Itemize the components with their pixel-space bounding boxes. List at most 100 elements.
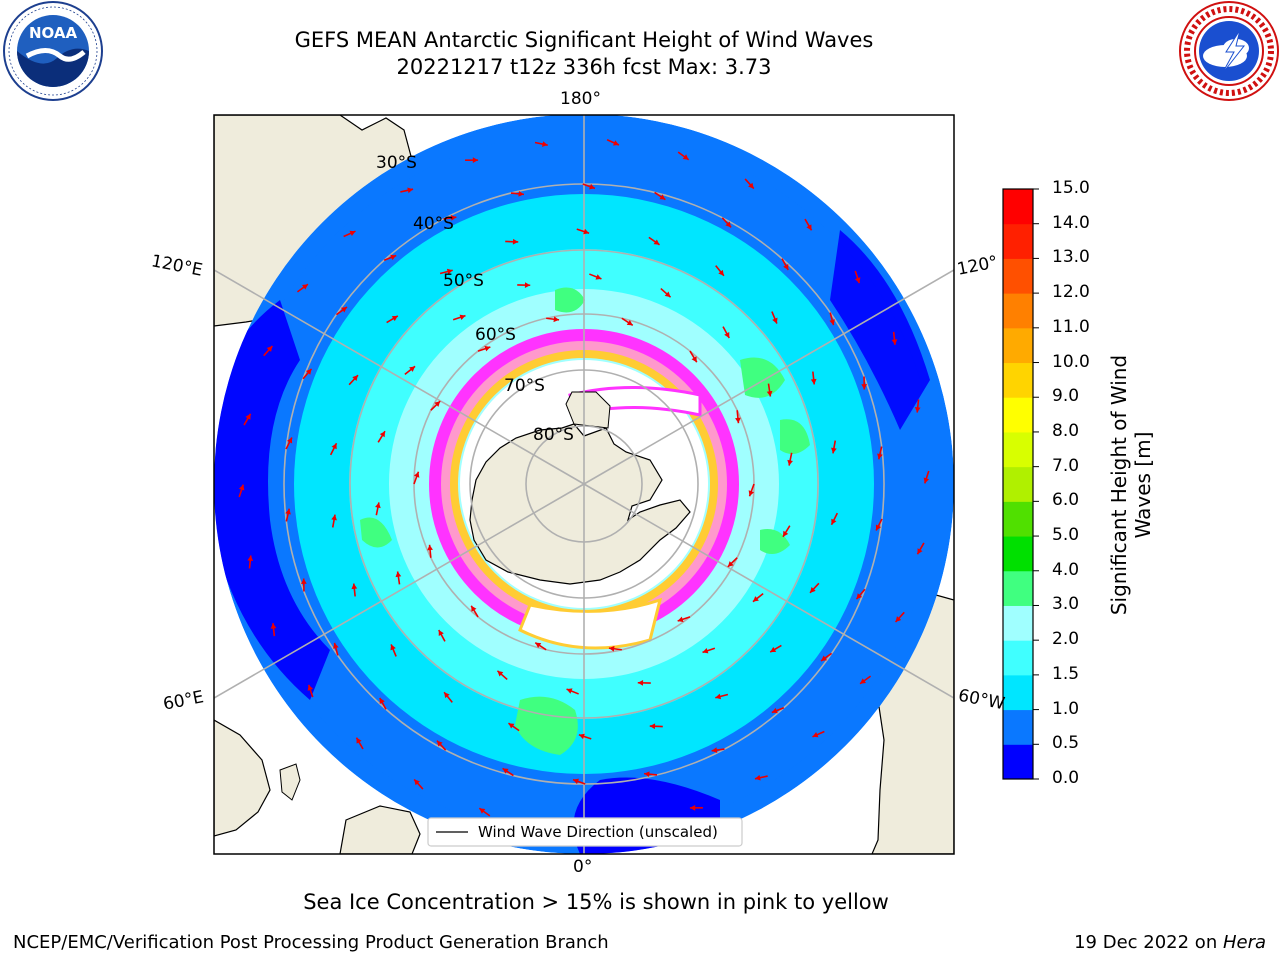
- wind-wave-arrow-head: [238, 484, 245, 491]
- wind-wave-arrow-head: [390, 254, 397, 261]
- wind-wave-arrow-head: [409, 366, 416, 372]
- wind-wave-arrow-head: [664, 291, 671, 298]
- colorbar-segment: [1003, 223, 1033, 259]
- wind-wave-arrow-head: [356, 737, 362, 744]
- wind-wave-arrow-head: [711, 747, 718, 753]
- footer-branch: NCEP/EMC/Verification Post Processing Pr…: [13, 932, 609, 953]
- lon-label-top: 180°: [560, 89, 601, 109]
- noaa-logo: NOAA: [3, 1, 103, 101]
- wind-wave-arrow-head: [300, 578, 307, 584]
- wind-wave-arrow-head: [270, 623, 277, 629]
- wind-wave-arrow-head: [333, 642, 339, 649]
- colorbar-segment: [1003, 293, 1033, 329]
- wind-wave-arrow-head: [895, 616, 902, 623]
- wind-wave-arrow-head: [612, 140, 619, 146]
- wind-wave-arrow-head: [573, 778, 579, 785]
- wind-wave-arrow-head: [766, 390, 773, 397]
- wind-wave-arrow-head: [724, 332, 730, 339]
- wind-wave-arrow-head: [653, 239, 660, 245]
- wind-wave-arrow-head: [725, 221, 732, 228]
- weddell-sea-ice: [518, 597, 663, 650]
- colorbar-tick-label: 1.0: [1052, 698, 1080, 719]
- colorbar-tick-label: 0.0: [1052, 768, 1080, 788]
- wind-wave-arrow-head: [305, 368, 312, 375]
- wind-wave-arrow-head: [446, 268, 453, 275]
- colorbar-segment: [1003, 709, 1033, 745]
- wind-wave-arrow-head: [450, 215, 457, 221]
- colorbar-title-line1: Significant Height of Wind: [1107, 354, 1131, 616]
- green-wave-patch-6: [760, 529, 790, 554]
- colorbar-segment: [1003, 640, 1033, 676]
- wind-wave-arrow-head: [512, 238, 519, 245]
- wind-wave-arrow-head: [307, 684, 314, 691]
- colorbar-tick-label: 0.5: [1052, 733, 1080, 754]
- wind-wave-arrow-head: [524, 282, 531, 288]
- colorbar: [1002, 188, 1039, 780]
- colorbar-tick-label: 9.0: [1052, 386, 1080, 407]
- lat-label-70s: 70°S: [504, 376, 545, 396]
- wind-wave-arrow-head: [484, 345, 491, 352]
- deep-blue-region-west: [214, 300, 330, 700]
- wind-wave-arrow-head: [608, 645, 615, 652]
- green-wave-patch-4: [555, 287, 585, 313]
- wind-wave-arrow-head: [434, 401, 441, 407]
- lat-label-30s: 30°S: [376, 153, 417, 173]
- wind-wave-arrow-head: [436, 740, 443, 747]
- wind-wave-arrow-head: [861, 384, 868, 390]
- wind-wave-arrow-head: [875, 524, 882, 531]
- wind-wave-arrow-head: [891, 339, 898, 345]
- wind-wave-arrow-head: [395, 571, 402, 578]
- wind-wave-arrow-head: [783, 530, 789, 537]
- colorbar-tick-label: 4.0: [1052, 559, 1080, 580]
- sea-ice-note-text: Sea Ice Concentration > 15% is shown in …: [303, 890, 889, 914]
- wind-wave-arrow-head: [702, 647, 709, 654]
- colorbar-tick-label: 1.5: [1052, 663, 1080, 684]
- lat-label-50s: 50°S: [443, 271, 484, 291]
- wind-wave-arrow-head: [331, 443, 337, 450]
- wind-wave-arrow-head: [649, 723, 656, 730]
- madagascar-landmass: [279, 763, 301, 801]
- colorbar-segment: [1003, 536, 1033, 572]
- legend-label: Wind Wave Direction (unscaled): [478, 823, 718, 841]
- colorbar-tick-label: 15.0: [1052, 178, 1090, 198]
- wind-wave-arrow-head: [715, 693, 722, 700]
- lat-label-40s: 40°S: [413, 214, 454, 234]
- figure-subtitle: 20221217 t12z 336h fcst Max: 3.73: [396, 55, 772, 79]
- footer-date: 19 Dec 2022 on Hera: [1074, 932, 1266, 953]
- wind-wave-arrow-head: [414, 779, 420, 786]
- wind-wave-arrow-head: [285, 508, 291, 515]
- wind-wave-arrow-head: [349, 230, 356, 236]
- wind-wave-arrow-head: [810, 587, 816, 593]
- wind-wave-arrow-head: [589, 183, 595, 190]
- wind-wave-arrow-head: [754, 774, 761, 781]
- wind-wave-arrow-head: [914, 406, 921, 413]
- wind-wave-arrow-head: [390, 644, 396, 651]
- green-wave-patch-3: [780, 419, 810, 454]
- colorbar-frame: [1002, 188, 1034, 780]
- wind-wave-arrow-head: [352, 375, 358, 381]
- colorbar-tick-label: 2.0: [1052, 629, 1080, 650]
- ross-ice-shelf: [565, 391, 611, 429]
- figure-title: GEFS MEAN Antarctic Significant Height o…: [294, 28, 874, 52]
- sea-ice-note: Sea Ice Concentration > 15% is shown in …: [0, 890, 1280, 914]
- southern-africa-landmass: [339, 805, 421, 854]
- wind-wave-arrow-head: [626, 320, 633, 326]
- colorbar-tick-label: 14.0: [1052, 212, 1090, 233]
- wind-wave-arrow-head: [829, 319, 835, 326]
- colorbar-tick-label: 13.0: [1052, 247, 1090, 268]
- colorbar-tick-label: 6.0: [1052, 490, 1080, 511]
- colorbar-segment: [1003, 605, 1033, 641]
- wind-wave-arrow-head: [245, 413, 251, 420]
- colorbar-tick-label: 8.0: [1052, 420, 1080, 441]
- wind-wave-arrow-head: [831, 518, 837, 525]
- wind-wave-arrow-head: [407, 187, 414, 194]
- wind-wave-arrow-head: [595, 274, 602, 280]
- wind-wave-arrow-head: [772, 317, 778, 324]
- wind-wave-arrow-head: [860, 678, 867, 684]
- colorbar-segment: [1003, 397, 1033, 433]
- wind-wave-arrow-head: [735, 417, 741, 424]
- wind-wave-arrow-head: [877, 453, 883, 460]
- colorbar-segment: [1003, 189, 1033, 225]
- wind-wave-arrow-head: [508, 723, 515, 729]
